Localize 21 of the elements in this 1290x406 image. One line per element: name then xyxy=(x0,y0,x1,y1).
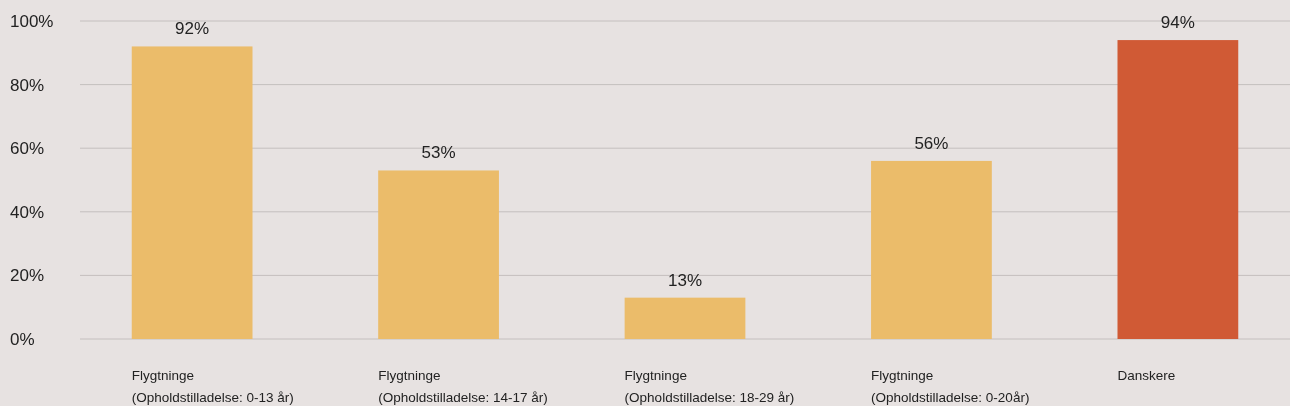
data-label: 53% xyxy=(421,143,456,163)
x-tick-label: Danskere xyxy=(1117,368,1176,383)
bar xyxy=(871,160,992,339)
data-label: 13% xyxy=(667,270,703,290)
data-label: 94% xyxy=(1160,13,1195,33)
x-tick-label: Flygtninge (Opholdstilladelse: 0-20år) xyxy=(871,368,1030,405)
bar xyxy=(1117,40,1239,339)
bar xyxy=(131,46,253,339)
bar xyxy=(624,297,746,339)
y-tick-label: 40% xyxy=(10,202,45,222)
y-tick-label: 0% xyxy=(10,329,35,349)
bar xyxy=(378,170,499,339)
x-tick-label: Flygtninge (Opholdstilladelse: 18-29 år) xyxy=(624,368,795,405)
data-label: 56% xyxy=(914,133,949,153)
y-tick-label: 60% xyxy=(10,139,45,159)
y-tick-label: 100% xyxy=(10,11,54,31)
x-tick-label: Flygtninge (Opholdstilladelse: 14-17 år) xyxy=(378,368,548,405)
y-tick-label: 80% xyxy=(10,75,45,95)
y-tick-label: 20% xyxy=(10,266,45,286)
x-tick-label: Flygtninge (Opholdstilladelse: 0-13 år) xyxy=(131,368,294,405)
data-label: 92% xyxy=(175,19,210,39)
